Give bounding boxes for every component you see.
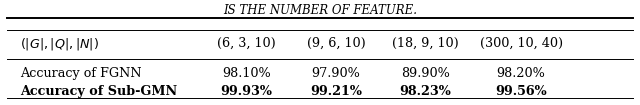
Text: 98.23%: 98.23% — [399, 85, 451, 98]
Text: 89.90%: 89.90% — [401, 67, 450, 80]
Text: 98.20%: 98.20% — [497, 67, 545, 80]
Text: 99.93%: 99.93% — [221, 85, 273, 98]
Text: 98.10%: 98.10% — [222, 67, 271, 80]
Text: (9, 6, 10): (9, 6, 10) — [307, 37, 365, 50]
Text: Accuracy of FGNN: Accuracy of FGNN — [20, 67, 141, 80]
Text: 99.56%: 99.56% — [495, 85, 547, 98]
Text: $(|G|, |Q|, |N|)$: $(|G|, |Q|, |N|)$ — [20, 36, 99, 52]
Text: (18, 9, 10): (18, 9, 10) — [392, 37, 459, 50]
Text: 97.90%: 97.90% — [312, 67, 360, 80]
Text: 99.21%: 99.21% — [310, 85, 362, 98]
Text: (300, 10, 40): (300, 10, 40) — [479, 37, 563, 50]
Text: IS THE NUMBER OF FEATURE.: IS THE NUMBER OF FEATURE. — [223, 4, 417, 17]
Text: (6, 3, 10): (6, 3, 10) — [217, 37, 276, 50]
Text: Accuracy of Sub-GMN: Accuracy of Sub-GMN — [20, 85, 177, 98]
